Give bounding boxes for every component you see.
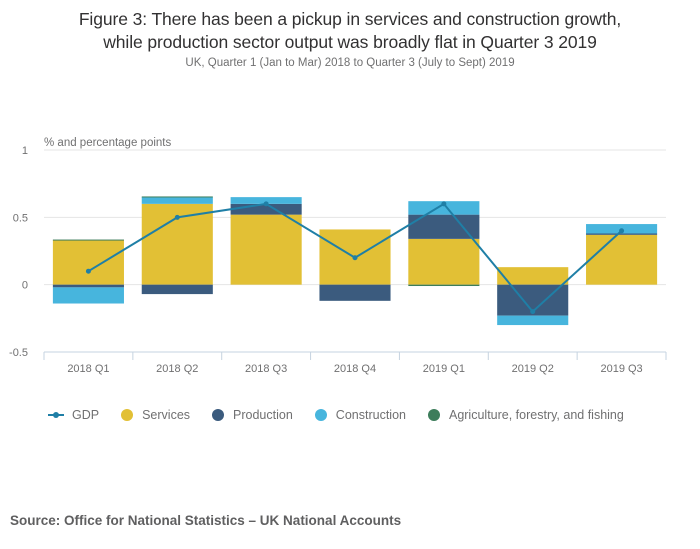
chart-title-line-1: Figure 3: There has been a pickup in ser… — [78, 9, 622, 29]
chart-title-line-2: while production sector output was broad… — [103, 32, 597, 52]
chart-subtitle: UK, Quarter 1 (Jan to Mar) 2018 to Quart… — [185, 57, 515, 69]
bar-production — [141, 284, 213, 295]
bar-agriculture — [52, 239, 124, 241]
gdp-line-series — [85, 201, 625, 315]
x-tick-label: 2018 Q1 — [67, 363, 109, 375]
gdp-point — [530, 309, 536, 315]
gdp-point — [352, 255, 358, 261]
bar-agriculture — [408, 284, 480, 287]
bars — [52, 196, 658, 326]
legend-label: Services — [142, 408, 191, 422]
legend-line-marker-icon — [48, 412, 64, 418]
legend-item-construction[interactable]: Construction — [314, 408, 406, 422]
bar-construction — [141, 197, 213, 204]
gdp-point — [85, 268, 91, 274]
y-axis-unit-label: % and percentage points — [44, 137, 171, 149]
legend: GDP Services Production Construction Agricul… — [48, 408, 646, 422]
legend-circle-marker-icon — [121, 409, 134, 421]
bar-production — [52, 284, 124, 288]
y-tick-label: 0.5 — [13, 212, 28, 224]
bar-construction — [52, 287, 124, 304]
y-tick-label: 1 — [22, 145, 28, 157]
bar-services — [408, 238, 480, 285]
legend-circle-marker-icon — [314, 409, 327, 421]
x-tick-label: 2019 Q1 — [423, 363, 465, 375]
bar-services — [52, 240, 124, 285]
legend-label: Agriculture, forestry, and fishing — [448, 408, 624, 422]
y-tick-label: 0 — [22, 280, 28, 292]
bar-construction — [497, 315, 569, 326]
bar-construction — [408, 201, 480, 215]
bar-services — [497, 267, 569, 285]
y-tick-label: -0.5 — [9, 347, 28, 359]
x-tick-label: 2018 Q4 — [334, 363, 376, 375]
bar-production — [230, 203, 302, 215]
x-tick-label: 2019 Q2 — [512, 363, 554, 375]
bar-production — [586, 233, 658, 235]
gdp-point — [174, 214, 180, 220]
legend-circle-marker-icon — [427, 409, 440, 421]
legend-circle-marker-icon — [212, 409, 225, 421]
x-tick-label: 2018 Q3 — [245, 363, 287, 375]
bar-agriculture — [141, 196, 213, 198]
source-note: Source: Office for National Statistics –… — [10, 513, 402, 528]
legend-label: GDP — [72, 408, 100, 422]
chart-title: Figure 3: There has been a pickup in ser… — [0, 8, 700, 54]
bar-services — [586, 234, 658, 285]
gdp-point — [263, 201, 269, 207]
legend-item-services[interactable]: Services — [121, 408, 190, 422]
legend-label: Construction — [335, 408, 406, 422]
gdp-point — [441, 201, 447, 207]
gdp-point — [619, 228, 625, 234]
x-axis: 2018 Q1 2018 Q2 2018 Q3 2018 Q4 2019 Q1 2019 … — [43, 351, 667, 375]
legend-item-production[interactable]: Production — [212, 408, 293, 422]
legend-item-gdp[interactable]: GDP — [48, 408, 99, 422]
bar-production — [319, 284, 391, 301]
bar-construction — [230, 197, 302, 204]
legend-label: Production — [233, 408, 293, 422]
bar-services — [230, 214, 302, 285]
chart-plot: 10.50-0.5 2018 Q1 2018 Q2 2018 Q3 2018 Q4 20… — [9, 137, 667, 375]
x-tick-label: 2018 Q2 — [156, 363, 198, 375]
x-tick-label: 2019 Q3 — [600, 363, 642, 375]
legend-item-agriculture[interactable]: Agriculture, forestry, and fishing — [427, 408, 624, 422]
